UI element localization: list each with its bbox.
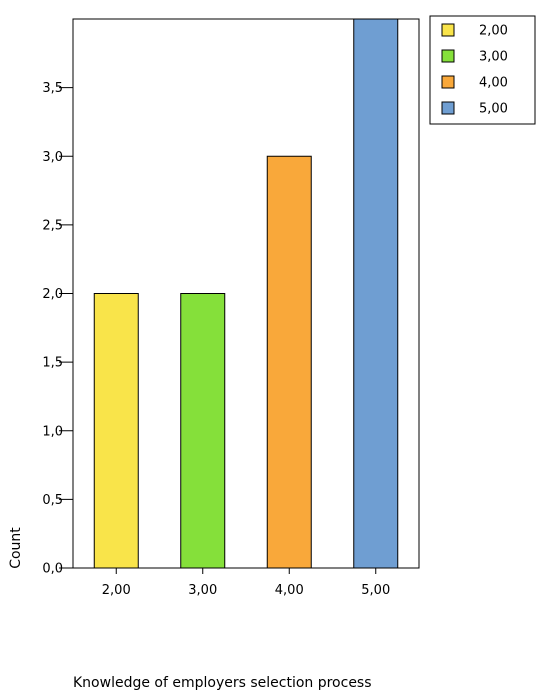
bar-4 <box>353 18 399 569</box>
y-axis-title: Count <box>8 527 24 569</box>
x-tick-label: 4,00 <box>275 583 304 598</box>
bars <box>93 18 399 569</box>
bar-2 <box>180 293 226 569</box>
y-tick-label: 1,5 <box>42 356 63 371</box>
legend-label: 5,00 <box>479 102 508 117</box>
x-tick-label: 2,00 <box>102 583 131 598</box>
y-axis: 0,0 0,5 1,0 1,5 2,0 2,5 3,0 3,5 <box>42 81 73 577</box>
y-tick-label: 1,0 <box>42 424 63 439</box>
legend-swatch-1 <box>441 23 455 37</box>
y-tick-label: 0,5 <box>42 493 63 508</box>
legend-label: 2,00 <box>479 24 508 39</box>
legend-swatch-3 <box>441 75 455 89</box>
y-tick-label: 2,5 <box>42 218 63 233</box>
bar-1 <box>93 293 139 569</box>
y-tick-label: 3,0 <box>42 150 63 165</box>
legend-label: 3,00 <box>479 50 508 65</box>
y-tick-label: 0,0 <box>42 562 63 577</box>
bar-3 <box>266 155 312 569</box>
x-axis: 2,00 3,00 4,00 5,00 <box>102 568 390 598</box>
x-axis-title: Knowledge of employers selection process <box>73 675 372 691</box>
y-tick-label: 3,5 <box>42 81 63 96</box>
x-tick-label: 3,00 <box>188 583 217 598</box>
legend-swatch-4 <box>441 101 455 115</box>
y-tick-label: 2,0 <box>42 287 63 302</box>
legend-label: 4,00 <box>479 76 508 91</box>
legend: 2,00 3,00 4,00 5,00 <box>429 15 536 125</box>
x-tick-label: 5,00 <box>361 583 390 598</box>
legend-swatch-2 <box>441 49 455 63</box>
